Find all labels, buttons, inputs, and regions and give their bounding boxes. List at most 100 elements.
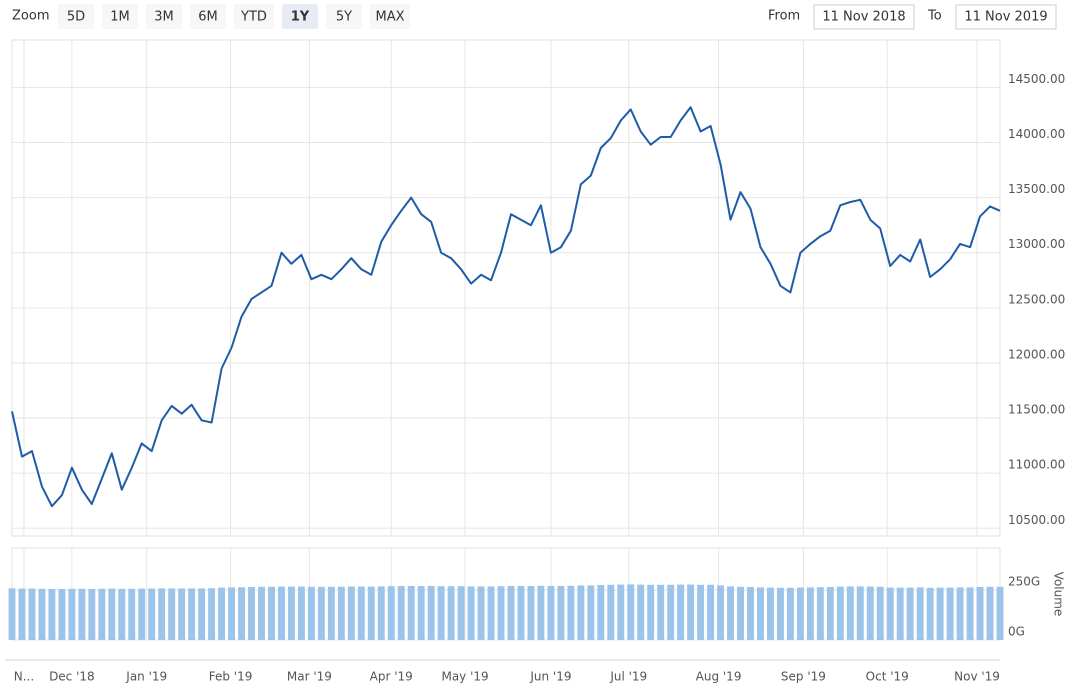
volume-bar — [497, 586, 505, 640]
volume-bar — [357, 586, 365, 640]
x-tick-label: Mar '19 — [287, 670, 332, 684]
volume-bar — [427, 586, 435, 640]
volume-bar — [118, 588, 126, 640]
volume-bar — [238, 587, 245, 640]
volume-bar — [437, 586, 445, 640]
volume-bar — [976, 587, 984, 640]
x-tick-label: Sep '19 — [781, 670, 826, 684]
volume-bar — [607, 584, 615, 640]
volume-bar — [707, 584, 715, 640]
to-input[interactable]: 11 Nov 2019 — [964, 10, 1047, 25]
volume-bar — [337, 586, 345, 640]
zoom-button-label[interactable]: 1M — [110, 10, 130, 25]
zoom-button-label[interactable]: 1Y — [291, 10, 310, 25]
y-tick-label: 13000.00 — [1008, 237, 1065, 251]
volume-bar — [896, 587, 904, 640]
volume-bar — [816, 587, 824, 640]
volume-bar — [587, 585, 595, 640]
volume-bar — [836, 586, 844, 640]
volume-bar — [667, 584, 675, 640]
zoom-button-label[interactable]: MAX — [375, 10, 404, 25]
volume-bar — [48, 589, 56, 640]
x-tick-label: N... — [14, 670, 34, 684]
volume-bar — [846, 586, 854, 640]
zoom-button[interactable] — [102, 4, 138, 29]
zoom-button[interactable] — [282, 4, 318, 29]
volume-bar — [347, 586, 355, 640]
volume-bar — [138, 588, 146, 640]
volume-bar — [856, 586, 864, 640]
volume-bar — [966, 587, 974, 640]
volume-bar — [796, 587, 804, 640]
volume-bar — [886, 587, 894, 640]
volume-bar — [547, 586, 555, 640]
volume-bar — [906, 587, 914, 640]
x-tick-label: Oct '19 — [866, 670, 909, 684]
volume-bar — [936, 587, 944, 640]
volume-bar — [277, 586, 285, 640]
zoom-button-label[interactable]: 6M — [198, 10, 218, 25]
to-input-box[interactable] — [955, 4, 1057, 30]
volume-bar — [767, 587, 774, 640]
x-tick-label: Aug '19 — [696, 670, 742, 684]
volume-bar — [757, 587, 764, 640]
volume-bar — [946, 587, 954, 640]
volume-bar — [467, 586, 475, 640]
volume-bar — [677, 584, 685, 640]
volume-bar — [407, 586, 415, 640]
volume-bar — [487, 586, 495, 640]
y2-tick-label: 250G — [1008, 575, 1040, 589]
volume-bar — [108, 588, 116, 640]
zoom-button[interactable] — [146, 4, 182, 29]
from-label: From — [768, 9, 800, 24]
volume-bar — [786, 587, 794, 640]
volume-bar — [58, 589, 66, 640]
volume-bar — [208, 588, 216, 640]
zoom-button-label[interactable]: 5Y — [336, 10, 352, 25]
volume-bar — [876, 586, 884, 640]
volume-bar — [367, 586, 375, 640]
volume-bar — [78, 588, 86, 640]
volume-bar — [727, 586, 735, 640]
x-tick-label: Feb '19 — [209, 670, 253, 684]
y-tick-label: 10500.00 — [1008, 513, 1065, 527]
x-tick-label: Jan '19 — [125, 670, 167, 684]
volume-bar — [447, 586, 455, 640]
volume-bar — [188, 588, 196, 640]
volume-bar — [258, 586, 265, 640]
volume-bar — [647, 584, 655, 640]
volume-bar — [148, 588, 156, 640]
x-tick-label: Jun '19 — [529, 670, 571, 684]
y-tick-label: 11000.00 — [1008, 458, 1065, 472]
volume-bar — [916, 587, 924, 640]
zoom-button[interactable] — [58, 4, 94, 29]
y-tick-label: 12500.00 — [1008, 292, 1065, 306]
zoom-button[interactable] — [234, 4, 274, 29]
zoom-button-label[interactable]: 3M — [154, 10, 174, 25]
y-tick-label: 13500.00 — [1008, 182, 1065, 196]
volume-bar — [248, 587, 255, 640]
y-tick-label: 14000.00 — [1008, 127, 1065, 141]
volume-bar — [317, 586, 325, 640]
volume-bar — [228, 587, 236, 640]
from-input-box[interactable] — [813, 4, 915, 30]
volume-bar — [18, 588, 26, 640]
zoom-button[interactable] — [370, 4, 410, 29]
volume-bar — [617, 584, 625, 640]
volume-bar — [697, 584, 705, 640]
zoom-button[interactable] — [326, 4, 362, 29]
volume-bar — [657, 584, 665, 640]
volume-bar — [527, 586, 535, 640]
from-input[interactable]: 11 Nov 2018 — [822, 10, 905, 25]
volume-bar — [287, 586, 295, 640]
volume-bar — [168, 588, 176, 640]
zoom-button-label[interactable]: YTD — [240, 10, 267, 25]
zoom-button[interactable] — [190, 4, 226, 29]
volume-bar — [926, 587, 934, 640]
x-tick-label: Nov '19 — [954, 670, 1000, 684]
volume-bar — [517, 586, 525, 640]
volume-bar — [737, 586, 744, 640]
zoom-button-label[interactable]: 5D — [67, 10, 85, 25]
volume-bar — [567, 585, 575, 640]
